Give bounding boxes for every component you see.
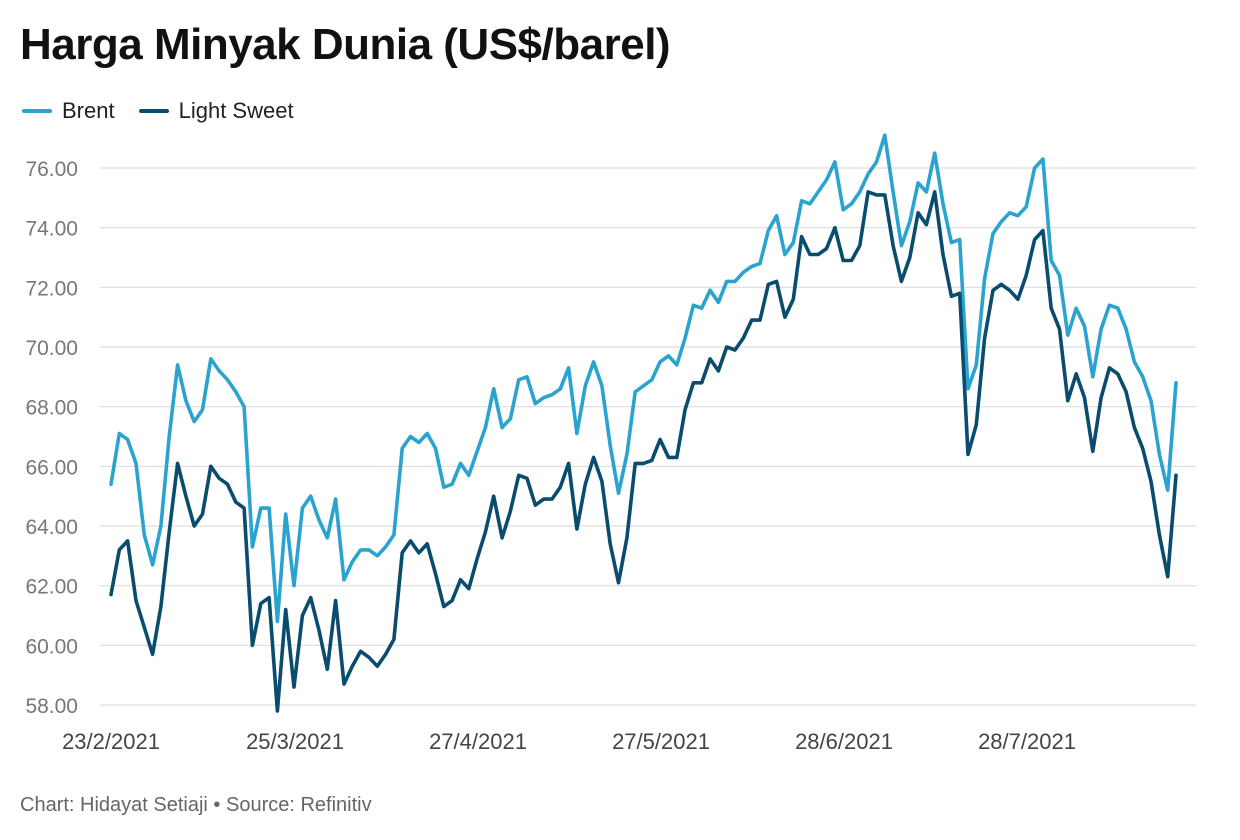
x-tick-label: 28/6/2021 [795,729,893,754]
y-tick-label: 60.00 [25,635,78,658]
chart-legend: Brent Light Sweet [22,98,318,124]
chart-title: Harga Minyak Dunia (US$/barel) [20,20,671,69]
grid-lines [100,167,1196,706]
y-tick-label: 70.00 [25,337,78,360]
series-line-light-sweet [109,190,1178,713]
y-axis-ticks: 58.00 60.00 62.00 64.00 66.00 68.00 70.00 72.00… [25,158,78,718]
series-lines [109,133,1178,713]
legend-item-light-sweet: Light Sweet [138,98,294,124]
y-tick-label: 68.00 [25,397,78,420]
x-tick-label: 27/5/2021 [612,729,710,754]
x-axis-ticks: 23/2/2021 25/3/2021 27/4/2021 27/5/2021 28/6… [62,729,1076,754]
x-tick-label: 25/3/2021 [246,729,344,754]
legend-label-brent: Brent [62,98,115,123]
x-tick-label: 28/7/2021 [978,729,1076,754]
series-line-brent [109,133,1178,624]
legend-label-light-sweet: Light Sweet [178,98,294,123]
y-tick-label: 62.00 [25,576,78,599]
y-tick-label: 74.00 [25,218,78,241]
legend-swatch-brent [22,109,52,113]
y-tick-label: 64.00 [25,516,78,539]
x-tick-label: 27/4/2021 [429,729,527,754]
x-tick-label: 23/2/2021 [62,729,160,754]
legend-swatch-light-sweet [138,109,169,113]
y-tick-label: 72.00 [25,277,78,300]
y-tick-label: 66.00 [25,456,78,479]
chart-credit: Chart: Hidayat Setiaji • Source: Refinit… [20,794,372,816]
y-tick-label: 76.00 [25,158,78,181]
legend-item-brent: Brent [22,98,115,124]
y-tick-label: 58.00 [25,695,78,718]
